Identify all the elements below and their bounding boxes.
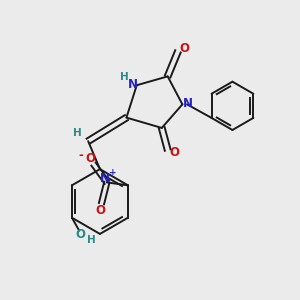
Text: O: O [95,204,105,217]
Text: H: H [120,72,129,82]
Text: O: O [169,146,179,159]
Text: -: - [79,149,84,162]
Text: N: N [100,172,110,185]
Text: N: N [128,77,138,91]
Text: +: + [109,169,116,178]
Text: O: O [179,42,190,55]
Text: N: N [183,97,193,110]
Text: O: O [85,152,96,165]
Text: O: O [76,228,86,241]
Text: H: H [87,235,96,244]
Text: H: H [73,128,81,138]
